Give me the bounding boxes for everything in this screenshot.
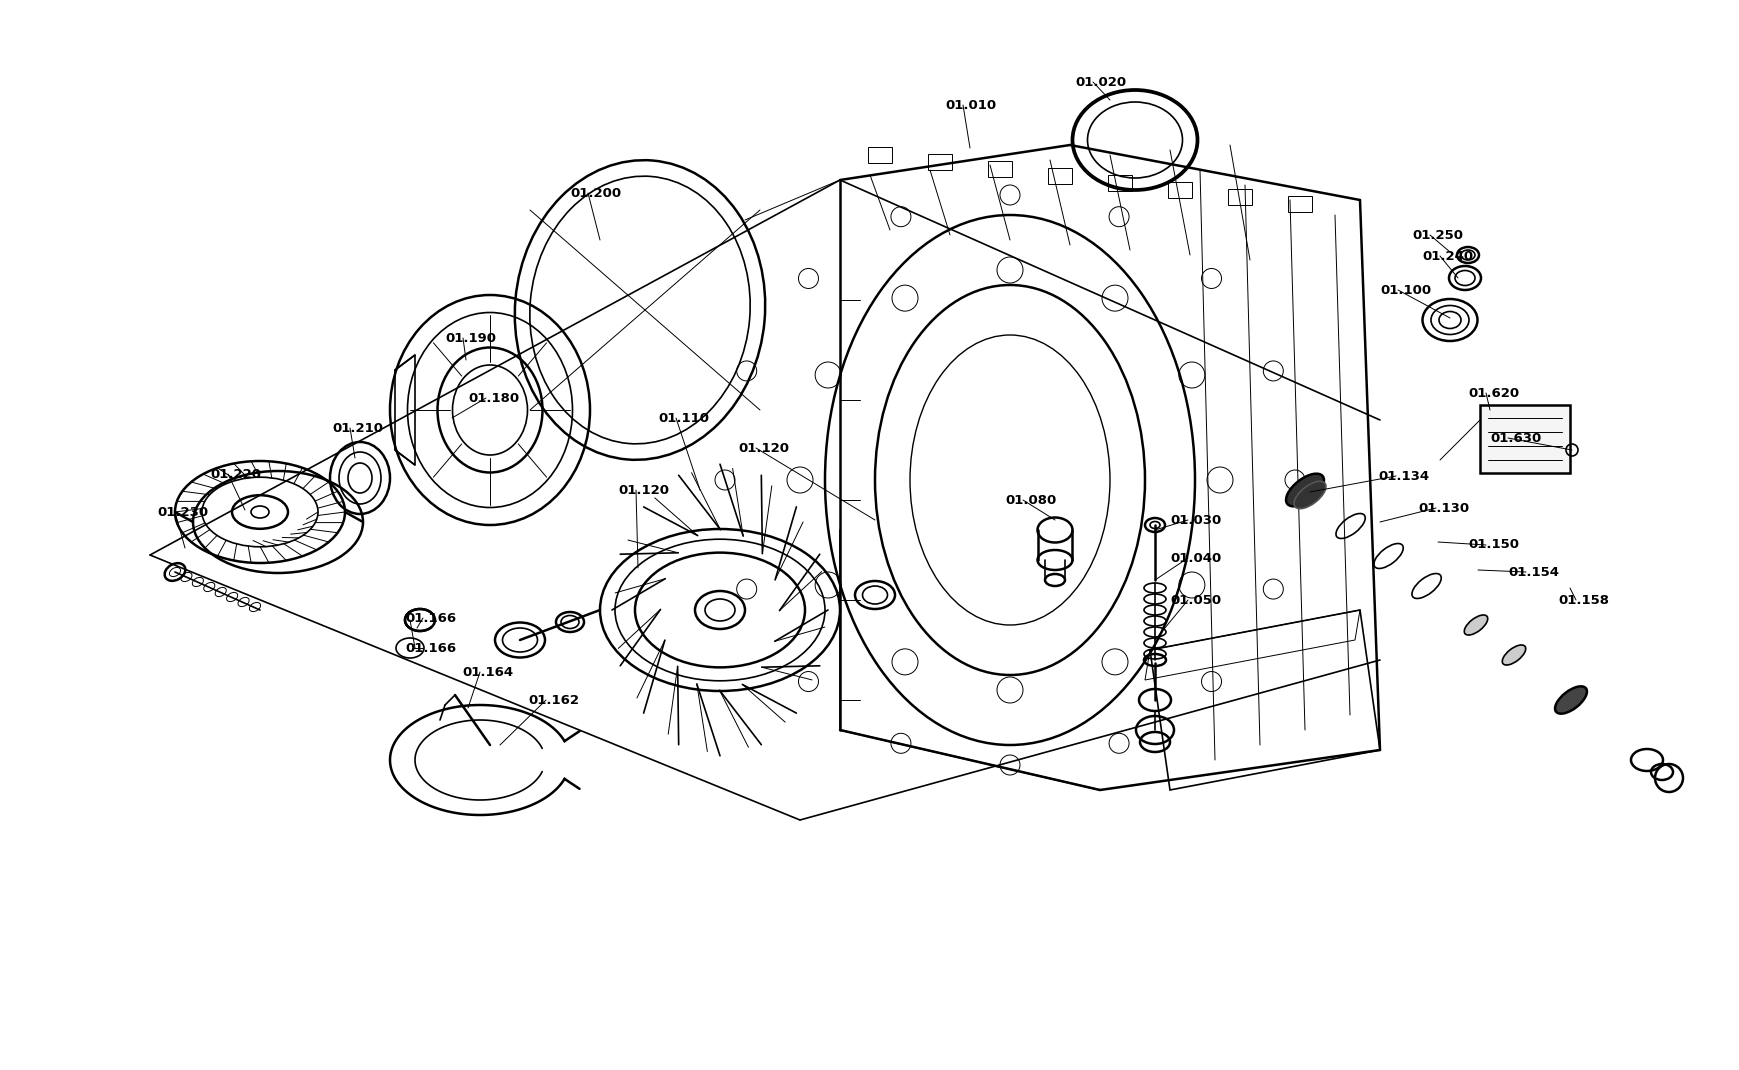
Text: 01.080: 01.080	[1005, 493, 1056, 506]
Text: 01.154: 01.154	[1508, 566, 1558, 579]
Bar	[1108, 175, 1132, 192]
Bar	[1287, 196, 1311, 212]
Text: 01.210: 01.210	[332, 422, 383, 434]
Text: 01.030: 01.030	[1169, 514, 1221, 526]
Text: 01.134: 01.134	[1377, 470, 1428, 483]
Ellipse shape	[1285, 474, 1323, 506]
Text: 01.050: 01.050	[1169, 594, 1221, 607]
Bar	[988, 160, 1012, 177]
Ellipse shape	[1464, 615, 1487, 635]
Text: 01.220: 01.220	[210, 468, 261, 480]
Bar	[1047, 168, 1071, 184]
Bar	[1480, 406, 1569, 473]
Text: 01.620: 01.620	[1468, 386, 1518, 399]
Text: 01.040: 01.040	[1169, 551, 1221, 565]
Bar	[927, 154, 951, 170]
Bar	[868, 147, 892, 163]
Text: 01.164: 01.164	[463, 666, 513, 678]
Text: 01.180: 01.180	[468, 392, 518, 404]
Text: 01.020: 01.020	[1075, 76, 1125, 89]
Text: 01.200: 01.200	[570, 186, 621, 199]
Text: 01.230: 01.230	[157, 505, 209, 519]
Ellipse shape	[1555, 686, 1586, 714]
Bar	[1228, 189, 1252, 205]
Ellipse shape	[1501, 645, 1525, 666]
Text: 01.120: 01.120	[617, 484, 668, 496]
Text: 01.120: 01.120	[737, 442, 788, 455]
Text: 01.162: 01.162	[527, 693, 579, 706]
Text: 01.158: 01.158	[1556, 594, 1609, 607]
Text: 01.130: 01.130	[1417, 502, 1468, 515]
Ellipse shape	[1294, 482, 1325, 508]
Text: 01.630: 01.630	[1489, 431, 1541, 444]
Text: 01.110: 01.110	[657, 412, 708, 425]
Text: 01.240: 01.240	[1421, 249, 1473, 262]
Text: 01.010: 01.010	[944, 98, 995, 111]
Text: 01.166: 01.166	[405, 611, 456, 625]
Text: 01.190: 01.190	[445, 332, 496, 345]
Text: 01.150: 01.150	[1468, 538, 1518, 551]
Text: 01.166: 01.166	[405, 642, 456, 655]
Bar	[1167, 182, 1191, 198]
Text: 01.250: 01.250	[1410, 229, 1462, 242]
Text: 01.100: 01.100	[1379, 284, 1429, 296]
